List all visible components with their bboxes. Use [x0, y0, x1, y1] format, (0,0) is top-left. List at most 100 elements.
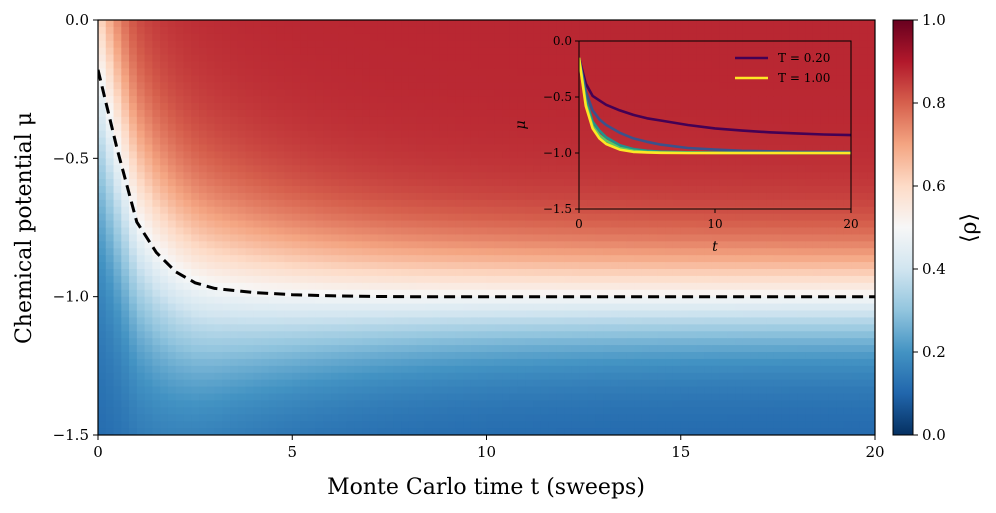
heatmap-cell	[292, 33, 301, 42]
heatmap-cell	[136, 358, 146, 367]
heatmap-cell	[136, 262, 146, 270]
heatmap-cell	[564, 96, 573, 104]
heatmap-cell	[129, 282, 138, 291]
heatmap-cell	[401, 82, 410, 90]
heatmap-cell	[548, 269, 558, 277]
heatmap-cell	[245, 269, 254, 277]
heatmap-cell	[292, 61, 301, 70]
heatmap-cell	[175, 68, 185, 76]
heatmap-cell	[704, 393, 713, 402]
heatmap-cell	[393, 26, 402, 35]
heatmap-cell	[323, 213, 332, 222]
heatmap-cell	[98, 40, 107, 49]
heatmap-cell	[276, 213, 286, 222]
heatmap-cell	[307, 96, 317, 104]
heatmap-cell	[564, 130, 573, 139]
heatmap-cell	[191, 192, 200, 201]
heatmap-cell	[183, 96, 192, 104]
heatmap-cell	[369, 414, 379, 422]
heatmap-cell	[540, 75, 550, 83]
heatmap-cell	[136, 158, 146, 166]
heatmap-cell	[354, 206, 363, 215]
heatmap-cell	[455, 158, 464, 166]
heatmap-cell	[369, 116, 379, 125]
heatmap-cell	[152, 317, 161, 325]
heatmap-cell	[696, 310, 705, 319]
heatmap-cell	[571, 262, 581, 270]
heatmap-cell	[657, 234, 666, 242]
heatmap-cell	[688, 248, 697, 256]
heatmap-cell	[98, 165, 107, 173]
heatmap-cell	[284, 282, 293, 291]
heatmap-cell	[463, 116, 472, 125]
heatmap-cell	[603, 206, 612, 215]
heatmap-cell	[735, 393, 744, 402]
heatmap-cell	[696, 172, 705, 180]
heatmap-cell	[704, 130, 713, 139]
heatmap-cell	[727, 275, 736, 284]
heatmap-cell	[509, 75, 519, 83]
heatmap-cell	[564, 20, 573, 28]
heatmap-cell	[533, 89, 542, 97]
heatmap-cell	[455, 137, 464, 146]
heatmap-cell	[603, 123, 612, 132]
heatmap-cell	[315, 358, 324, 367]
heatmap-cell	[98, 372, 107, 381]
heatmap-cell	[268, 165, 278, 173]
heatmap-cell	[719, 407, 728, 415]
heatmap-cell	[191, 213, 200, 222]
heatmap-cell	[463, 296, 472, 305]
heatmap-cell	[136, 234, 146, 242]
heatmap-cell	[284, 47, 293, 56]
heatmap-cell	[284, 26, 293, 35]
heatmap-cell	[369, 137, 379, 146]
heatmap-cell	[323, 186, 332, 194]
heatmap-cell	[626, 379, 635, 388]
heatmap-cell	[447, 130, 457, 139]
heatmap-cell	[369, 365, 379, 374]
heatmap-cell	[735, 289, 744, 298]
heatmap-cell	[144, 248, 153, 256]
heatmap-cell	[486, 109, 495, 118]
heatmap-cell	[587, 296, 596, 305]
heatmap-cell	[603, 116, 612, 125]
heatmap-cell	[144, 220, 153, 229]
heatmap-cell	[540, 331, 550, 339]
heatmap-cell	[502, 386, 511, 395]
heatmap-cell	[719, 61, 728, 70]
heatmap-cell	[533, 352, 542, 360]
heatmap-cell	[564, 199, 573, 208]
heatmap-cell	[657, 26, 666, 35]
heatmap-cell	[300, 421, 309, 429]
heatmap-cell	[206, 317, 216, 325]
heatmap-cell	[222, 379, 231, 388]
heatmap-cell	[401, 151, 410, 159]
heatmap-cell	[369, 61, 379, 70]
heatmap-cell	[502, 234, 511, 242]
heatmap-cell	[711, 137, 721, 146]
heatmap-cell	[610, 289, 620, 298]
heatmap-cell	[129, 82, 138, 90]
heatmap-cell	[463, 317, 472, 325]
heatmap-cell	[98, 310, 107, 319]
heatmap-cell	[160, 109, 169, 118]
heatmap-cell	[377, 289, 387, 298]
heatmap-cell	[160, 172, 169, 180]
heatmap-cell	[276, 179, 286, 187]
heatmap-cell	[401, 68, 410, 76]
heatmap-cell	[214, 199, 223, 208]
heatmap-cell	[354, 26, 363, 35]
heatmap-cell	[362, 179, 371, 187]
heatmap-cell	[307, 47, 317, 56]
heatmap-cell	[152, 421, 161, 429]
heatmap-cell	[432, 262, 441, 270]
heatmap-cell	[98, 407, 107, 415]
heatmap-cell	[735, 213, 744, 222]
heatmap-cell	[626, 275, 635, 284]
heatmap-cell	[136, 227, 146, 236]
heatmap-cell	[727, 289, 736, 298]
heatmap-cell	[261, 379, 270, 388]
heatmap-cell	[276, 116, 286, 125]
heatmap-cell	[121, 33, 130, 42]
heatmap-cell	[416, 206, 425, 215]
